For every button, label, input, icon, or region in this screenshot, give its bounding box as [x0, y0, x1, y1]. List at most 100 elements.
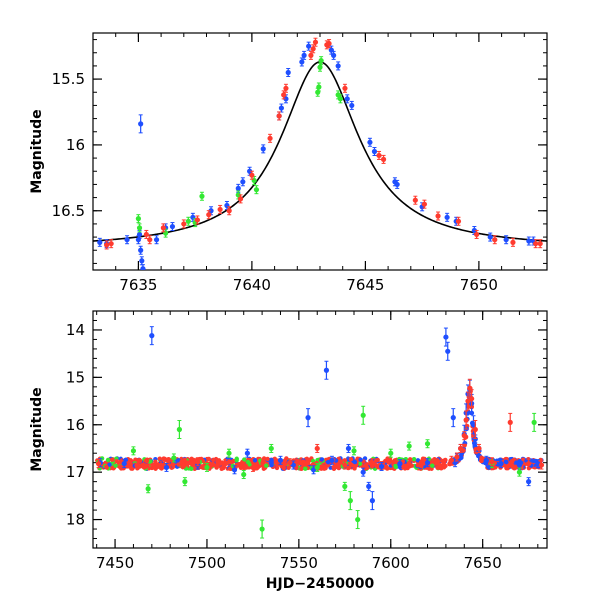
peak-point — [462, 442, 467, 448]
data-point — [185, 218, 191, 224]
baseline-point — [134, 463, 139, 468]
data-point — [147, 237, 153, 243]
data-point — [140, 266, 146, 270]
x-tick-label: 7635 — [119, 276, 157, 294]
data-point — [388, 450, 394, 456]
data-point — [127, 460, 133, 466]
baseline-point — [348, 456, 354, 462]
data-point — [335, 92, 341, 98]
data-point — [526, 479, 532, 485]
data-point — [121, 461, 127, 467]
data-point — [448, 457, 455, 463]
data-point — [355, 516, 361, 523]
data-point — [454, 454, 460, 460]
baseline-point — [358, 457, 363, 462]
x-tick-label: 7650 — [464, 554, 502, 572]
data-point — [471, 227, 477, 234]
data-point — [318, 58, 324, 64]
data-point — [306, 43, 312, 49]
bottom-panel: 7450 7500 7550 7600 7650 14 15 16 17 18 Magnitude H… — [29, 310, 548, 592]
data-point — [160, 225, 166, 231]
data-point — [226, 208, 232, 214]
data-point — [222, 461, 228, 467]
data-point — [145, 486, 151, 492]
data-point — [281, 92, 287, 98]
data-point — [476, 445, 482, 452]
data-point — [268, 460, 274, 466]
baseline-point — [252, 458, 258, 463]
data-point — [253, 187, 260, 193]
data-point — [538, 462, 545, 468]
data-point — [276, 113, 282, 119]
y-tick-label: 18 — [66, 511, 85, 529]
y-tick-label: 16 — [66, 136, 85, 154]
baseline-point — [393, 464, 399, 470]
data-point — [331, 52, 337, 58]
data-point — [458, 445, 464, 452]
data-point — [153, 237, 160, 243]
data-point — [380, 156, 387, 162]
data-point — [206, 212, 212, 218]
baseline-point — [181, 463, 186, 468]
baseline-point — [264, 463, 269, 468]
data-point — [299, 59, 305, 65]
data-point — [95, 461, 102, 467]
baseline-point — [114, 459, 120, 464]
data-point — [317, 64, 323, 70]
baseline-point — [430, 463, 435, 468]
baseline-point — [532, 458, 537, 464]
data-point — [283, 85, 289, 91]
data-point — [406, 461, 412, 467]
baseline-point — [512, 466, 517, 471]
x-tick-label: 7550 — [280, 554, 318, 572]
x-tick-label: 7500 — [188, 554, 226, 572]
data-point — [108, 241, 114, 247]
data-point — [533, 241, 539, 247]
y-tick-label: 16 — [66, 416, 85, 434]
y-tick-label: 16.5 — [52, 202, 85, 220]
baseline-point — [136, 458, 141, 463]
y-tick-label: 14 — [66, 321, 85, 339]
baseline-point — [411, 456, 417, 462]
data-point — [194, 217, 201, 223]
baseline-point — [385, 456, 391, 462]
data-point — [461, 433, 467, 439]
data-point — [345, 445, 352, 452]
data-point — [301, 52, 307, 58]
data-point — [376, 152, 382, 159]
y-axis-title: Magnitude — [29, 387, 45, 471]
data-point — [149, 333, 155, 339]
baseline-point — [509, 459, 514, 464]
data-point — [130, 448, 137, 454]
data-point — [241, 471, 247, 478]
data-point — [397, 461, 403, 467]
data-point — [469, 396, 475, 402]
data-point — [516, 462, 523, 468]
data-point — [323, 367, 330, 373]
baseline-point — [419, 464, 424, 469]
data-point — [138, 247, 144, 253]
data-point — [369, 498, 375, 504]
baseline-point — [305, 460, 311, 466]
data-point — [259, 526, 265, 532]
peak-point — [472, 441, 477, 446]
data-point — [465, 398, 471, 404]
data-point — [226, 450, 232, 456]
data-point — [287, 460, 293, 466]
baseline-point — [375, 457, 380, 463]
data-point — [277, 457, 284, 463]
data-point — [169, 223, 176, 230]
data-point — [240, 179, 246, 185]
data-point — [305, 415, 311, 421]
x-tick-label: 7645 — [346, 276, 384, 294]
y-tick-label: 17 — [66, 463, 85, 481]
data-point — [235, 185, 241, 191]
data-point — [231, 467, 238, 473]
baseline-point — [157, 456, 162, 461]
data-point — [314, 464, 320, 471]
data-point — [347, 498, 353, 504]
baseline-point — [348, 461, 353, 467]
baseline-point — [227, 466, 233, 471]
baseline-point — [336, 463, 341, 468]
data-point — [312, 39, 319, 45]
